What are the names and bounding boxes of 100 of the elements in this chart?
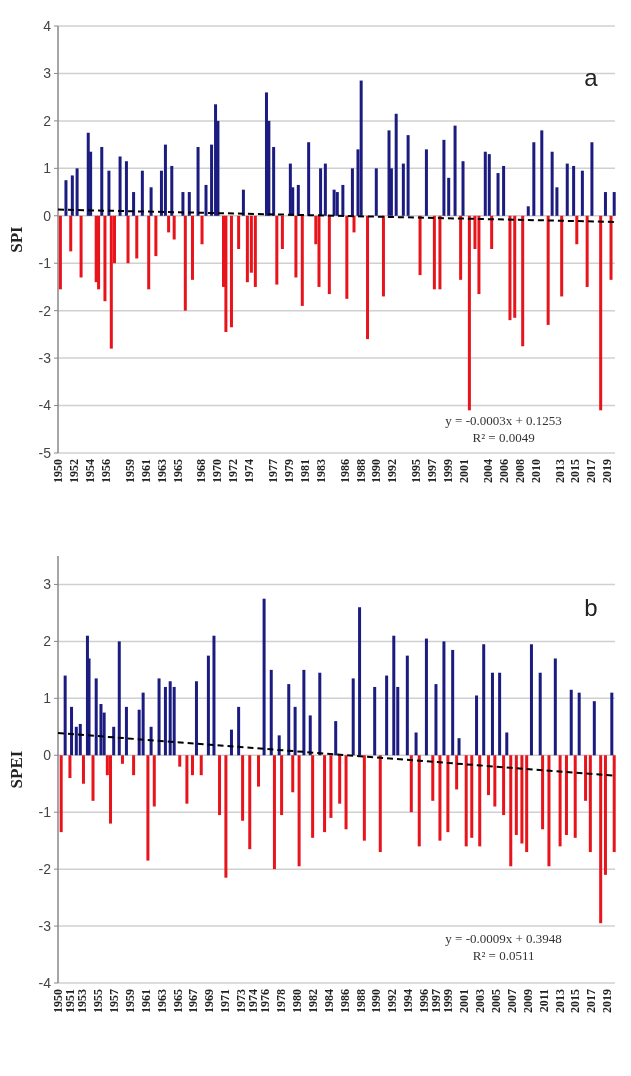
bar	[170, 165, 174, 216]
bar	[541, 755, 545, 830]
bar	[486, 755, 490, 796]
y-tick-label: 1	[43, 160, 52, 177]
x-tick-label: 1997	[425, 459, 440, 483]
bar	[350, 168, 354, 216]
x-tick-label: 2011	[536, 989, 551, 1013]
x-tick-label: 1995	[409, 459, 424, 483]
x-tick-label: 1956	[98, 459, 113, 483]
bar	[272, 755, 276, 870]
annotation: y = -0.0009x + 0.3948	[445, 931, 562, 947]
x-tick-label: 1982	[305, 989, 320, 1013]
bar	[529, 644, 533, 756]
bar	[513, 215, 517, 318]
y-tick-label: -4	[38, 974, 52, 991]
x-tick-label: 1959	[122, 989, 137, 1013]
bar	[572, 165, 576, 216]
bar	[294, 215, 298, 278]
bar	[352, 215, 356, 233]
bar	[546, 215, 550, 325]
x-tick-label: 2015	[568, 459, 583, 483]
bar	[126, 215, 130, 264]
y-axis-title: SPEI	[7, 750, 26, 789]
bar	[79, 215, 83, 278]
y-tick-label: 2	[43, 112, 52, 129]
bar	[592, 701, 596, 756]
bar	[317, 215, 321, 287]
bar	[206, 655, 210, 756]
x-tick-label: 1972	[226, 459, 241, 483]
bar	[70, 706, 74, 756]
bar	[438, 215, 442, 290]
bar	[359, 80, 363, 216]
bar	[565, 163, 569, 216]
bar	[442, 139, 446, 216]
bar	[262, 598, 266, 756]
bar	[424, 638, 428, 756]
bar	[229, 729, 233, 756]
x-tick-label: 1957	[106, 989, 121, 1013]
bar	[612, 755, 616, 853]
bar	[280, 755, 284, 816]
x-tick-label: 1994	[401, 989, 416, 1013]
bar	[418, 215, 422, 276]
x-tick-label: 1979	[281, 459, 296, 483]
bar	[334, 721, 338, 756]
bar	[483, 151, 487, 216]
bar	[461, 161, 465, 216]
bar	[446, 755, 450, 833]
bar	[112, 726, 116, 756]
x-tick-label: 2009	[520, 989, 535, 1013]
y-tick-label: 4	[43, 17, 52, 34]
bar	[580, 170, 584, 216]
x-tick-label: 2013	[552, 459, 567, 483]
bar	[502, 165, 506, 216]
bar	[140, 170, 144, 216]
x-tick-label: 1999	[441, 989, 456, 1013]
bar	[81, 755, 85, 784]
x-tick-label: 1988	[353, 989, 368, 1013]
x-tick-label: 1968	[194, 459, 209, 483]
bar	[345, 215, 349, 299]
bar	[300, 215, 304, 306]
bar	[332, 189, 336, 216]
bar	[394, 113, 398, 216]
y-tick-label: -5	[38, 444, 52, 461]
bar	[212, 635, 216, 756]
x-tick-label: 1961	[138, 459, 153, 483]
bar	[610, 692, 614, 756]
annotation: R² = 0.0511	[472, 948, 535, 964]
x-tick-label: 1959	[122, 459, 137, 483]
bar	[194, 681, 198, 756]
bar	[318, 672, 322, 756]
x-tick-label: 2008	[512, 459, 527, 483]
y-tick-label: -3	[38, 350, 52, 367]
x-tick-label: 1984	[321, 989, 336, 1013]
x-tick-label: 2019	[600, 989, 615, 1013]
x-tick-label: 1953	[75, 989, 90, 1013]
bar	[58, 215, 62, 290]
x-tick-label: 1965	[170, 459, 185, 483]
bar	[588, 755, 592, 853]
bar	[577, 692, 581, 756]
bar	[323, 755, 327, 833]
bar	[302, 669, 306, 756]
bar	[323, 163, 327, 216]
y-tick-label: -1	[38, 804, 52, 821]
bar	[157, 678, 161, 756]
bar	[199, 755, 203, 776]
bar	[341, 184, 345, 216]
bar	[117, 641, 121, 756]
bar	[269, 669, 273, 756]
bar	[78, 723, 82, 756]
text: a	[584, 63, 599, 91]
x-tick-label: 2004	[480, 459, 495, 483]
x-tick-label: 1970	[210, 459, 225, 483]
x-tick-label: 2010	[528, 459, 543, 483]
bar	[447, 177, 451, 216]
bar	[237, 706, 241, 756]
x-tick-label: 2017	[584, 459, 599, 483]
bar	[319, 168, 323, 216]
bar	[187, 192, 191, 216]
bar	[496, 173, 500, 216]
y-tick-label: 0	[43, 747, 52, 764]
